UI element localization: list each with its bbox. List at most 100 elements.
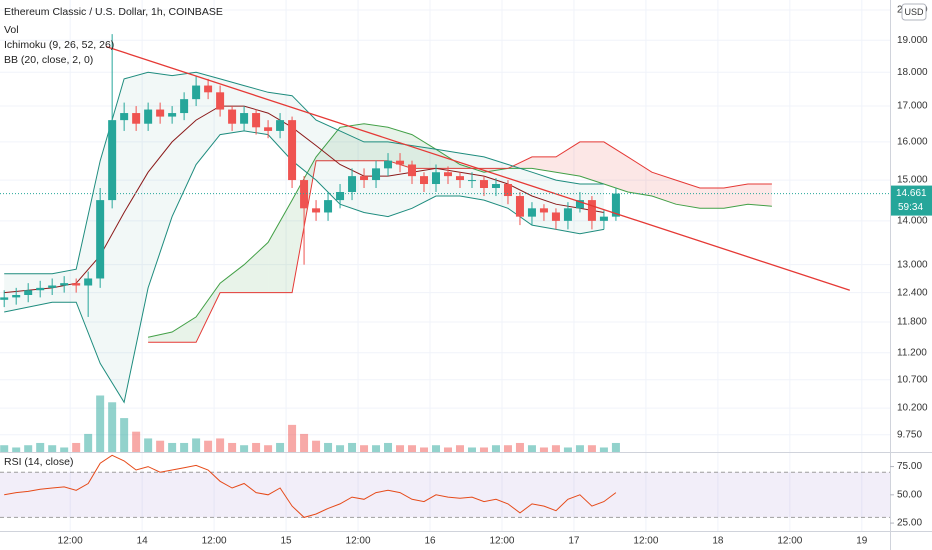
- volume-bar: [288, 424, 297, 452]
- candle-body: [300, 180, 309, 209]
- candle-body: [396, 160, 405, 165]
- volume-bar: [96, 395, 105, 452]
- volume-bar: [611, 442, 620, 452]
- x-tick-label: 19: [856, 536, 868, 547]
- candle-body: [132, 113, 141, 124]
- y-tick-label: 50.00: [897, 489, 922, 500]
- volume-bar: [527, 445, 536, 452]
- currency-button[interactable]: [901, 3, 927, 21]
- candle-body: [156, 109, 165, 117]
- candle-body: [0, 297, 9, 300]
- span-b-line: [148, 141, 772, 343]
- candle-body: [551, 212, 560, 221]
- volume-bar: [132, 431, 141, 452]
- cloud-segment: [579, 141, 604, 185]
- cloud-segment: [340, 123, 365, 161]
- volume-bar: [0, 445, 9, 452]
- candle-body: [348, 176, 357, 193]
- candle-body: [120, 113, 129, 121]
- volume-bar: [336, 445, 345, 452]
- candle-body: [12, 295, 21, 298]
- candle-body: [192, 85, 201, 100]
- indicator-label: Vol: [4, 24, 19, 36]
- volume-bar: [180, 442, 189, 452]
- volume-bar: [264, 445, 273, 452]
- y-tick-label: 15.000: [897, 175, 928, 186]
- candle-body: [515, 196, 524, 217]
- x-tick-label: 14: [137, 536, 149, 547]
- candle-body: [611, 193, 620, 217]
- candle-body: [96, 200, 105, 279]
- candle-body: [168, 113, 177, 117]
- trendline: [105, 45, 851, 291]
- indicator-label: Ichimoku (9, 26, 52, 26): [4, 39, 114, 51]
- candle-body: [24, 290, 33, 296]
- volume-bar: [348, 442, 357, 452]
- rsi-line: [4, 454, 617, 518]
- axes: 12:00 14 12:00 15 12:00 16 12:00 17 12:00 18 12:00…: [58, 5, 932, 547]
- grid: [0, 0, 890, 531]
- candle-body: [324, 200, 333, 213]
- candle-body: [455, 176, 464, 181]
- last-price-badge: [891, 185, 932, 216]
- candle-body: [408, 164, 417, 177]
- bollinger-upper: [4, 71, 604, 275]
- cloud-segment: [675, 180, 700, 209]
- candle-body: [336, 192, 345, 201]
- cloud-segment: [388, 127, 413, 169]
- volume-bar: [156, 440, 165, 452]
- candle-body: [36, 287, 45, 291]
- cloud-segment: [699, 188, 724, 209]
- volume-bar: [192, 438, 201, 452]
- volume-bar: [396, 445, 405, 452]
- candle-body: [288, 120, 297, 181]
- countdown-label: 59:34: [898, 202, 923, 213]
- candle-body: [228, 109, 237, 124]
- candle-body: [240, 113, 249, 124]
- candle-body: [360, 176, 369, 181]
- cloud-segment: [220, 264, 245, 293]
- candle-body: [432, 172, 441, 185]
- cloud-segment: [555, 141, 580, 177]
- volume-bar: [467, 447, 476, 452]
- candle-body: [479, 180, 488, 189]
- y-tick-label: 19.000: [897, 35, 928, 46]
- candle-body: [216, 92, 225, 110]
- candle-body: [443, 172, 452, 177]
- volume-bar: [204, 440, 213, 452]
- span-a-line: [147, 123, 772, 338]
- x-tick-label: 12:00: [489, 536, 514, 547]
- volume-bar: [515, 442, 524, 452]
- x-tick-label: 12:00: [58, 536, 83, 547]
- candle-body: [575, 200, 584, 209]
- y-tick-label: 17.000: [897, 101, 928, 112]
- cloud-segment: [412, 134, 437, 169]
- y-tick-label: 14.000: [897, 215, 928, 226]
- candle-body: [72, 283, 81, 286]
- volume-bar: [72, 442, 81, 452]
- cloud-segment: [507, 156, 532, 169]
- x-tick-label: 12:00: [346, 536, 371, 547]
- indicator-label: BB (20, close, 2, 0): [4, 54, 93, 66]
- cloud-segment: [172, 316, 197, 343]
- volume-bar: [372, 445, 381, 452]
- volume-bar: [432, 445, 441, 452]
- candle-body: [527, 208, 536, 217]
- candle-body: [599, 216, 608, 221]
- x-tick-label: 15: [281, 536, 293, 547]
- candle-body: [264, 127, 273, 131]
- volume-bar: [587, 445, 596, 452]
- cloud-segment: [651, 172, 676, 205]
- volume-bar: [36, 442, 45, 452]
- volume-bar: [360, 445, 369, 452]
- volume-bar: [312, 440, 321, 452]
- y-tick-label: 18.000: [897, 67, 928, 78]
- candle-body: [563, 208, 572, 221]
- candle-body: [539, 208, 548, 213]
- volume-bar: [144, 438, 153, 452]
- cloud-segment: [723, 184, 748, 209]
- x-tick-label: 17: [568, 536, 580, 547]
- volume-bar: [408, 445, 417, 452]
- cloud-segment: [531, 156, 556, 173]
